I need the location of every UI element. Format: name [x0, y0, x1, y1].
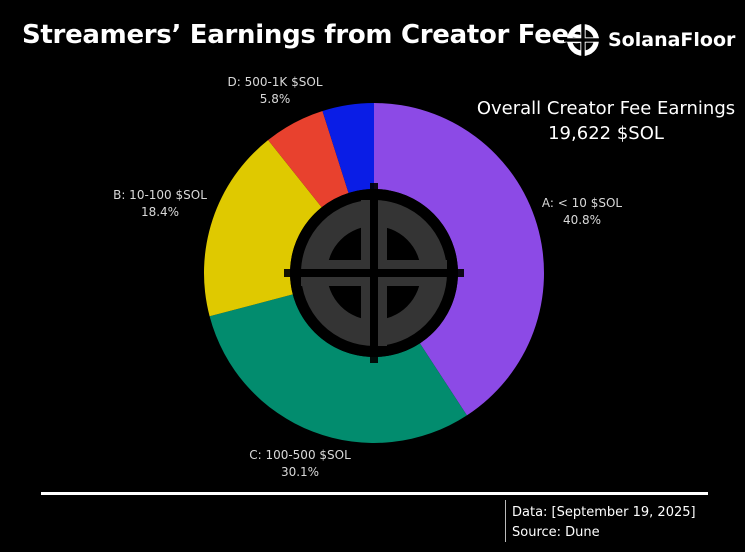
chart-title: Streamers’ Earnings from Creator Fees [22, 20, 585, 50]
slice-name-label: B: 10-100 $SOL [113, 188, 207, 202]
slice-percent-label: 40.8% [563, 213, 601, 227]
slice-percent-label: 5.8% [260, 92, 291, 106]
brand: SolanaFloor [564, 20, 735, 60]
watermark-logo-icon [284, 183, 464, 363]
source-notes: Data: [September 19, 2025] Source: Dune [512, 503, 696, 543]
donut-slice [209, 294, 467, 444]
total-earnings-label: Overall Creator Fee Earnings [476, 98, 736, 119]
slice-name-label: C: 100-500 $SOL [249, 448, 351, 462]
solanafloor-logo-icon [564, 21, 602, 59]
donut-slice [322, 103, 374, 193]
watermark-gap [284, 269, 464, 277]
slice-labels: A: < 10 $SOL 40.8% C: 100-500 $SOL 30.1% B: … [113, 75, 622, 479]
donut-slice [203, 139, 322, 317]
data-date-note: Data: [September 19, 2025] [512, 505, 696, 520]
source-note: Source: Dune [512, 525, 600, 540]
slice-percent-label: 30.1% [281, 465, 319, 479]
donut-slice [268, 110, 349, 208]
brand-name: SolanaFloor [608, 29, 736, 51]
slice-percent-label: 18.4% [141, 205, 179, 219]
donut-slice [374, 103, 544, 416]
total-earnings: Overall Creator Fee Earnings 19,622 $SOL [470, 96, 742, 146]
watermark-arc [300, 200, 375, 286]
total-earnings-value: 19,622 $SOL [548, 123, 664, 144]
footer-divider [41, 492, 708, 495]
footer-separator [505, 500, 506, 542]
donut-chart: A: < 10 $SOL 40.8% C: 100-500 $SOL 30.1% B: … [113, 75, 622, 479]
slice-name-label: D: 500-1K $SOL [227, 75, 322, 89]
slice-name-label: A: < 10 $SOL [542, 196, 623, 210]
